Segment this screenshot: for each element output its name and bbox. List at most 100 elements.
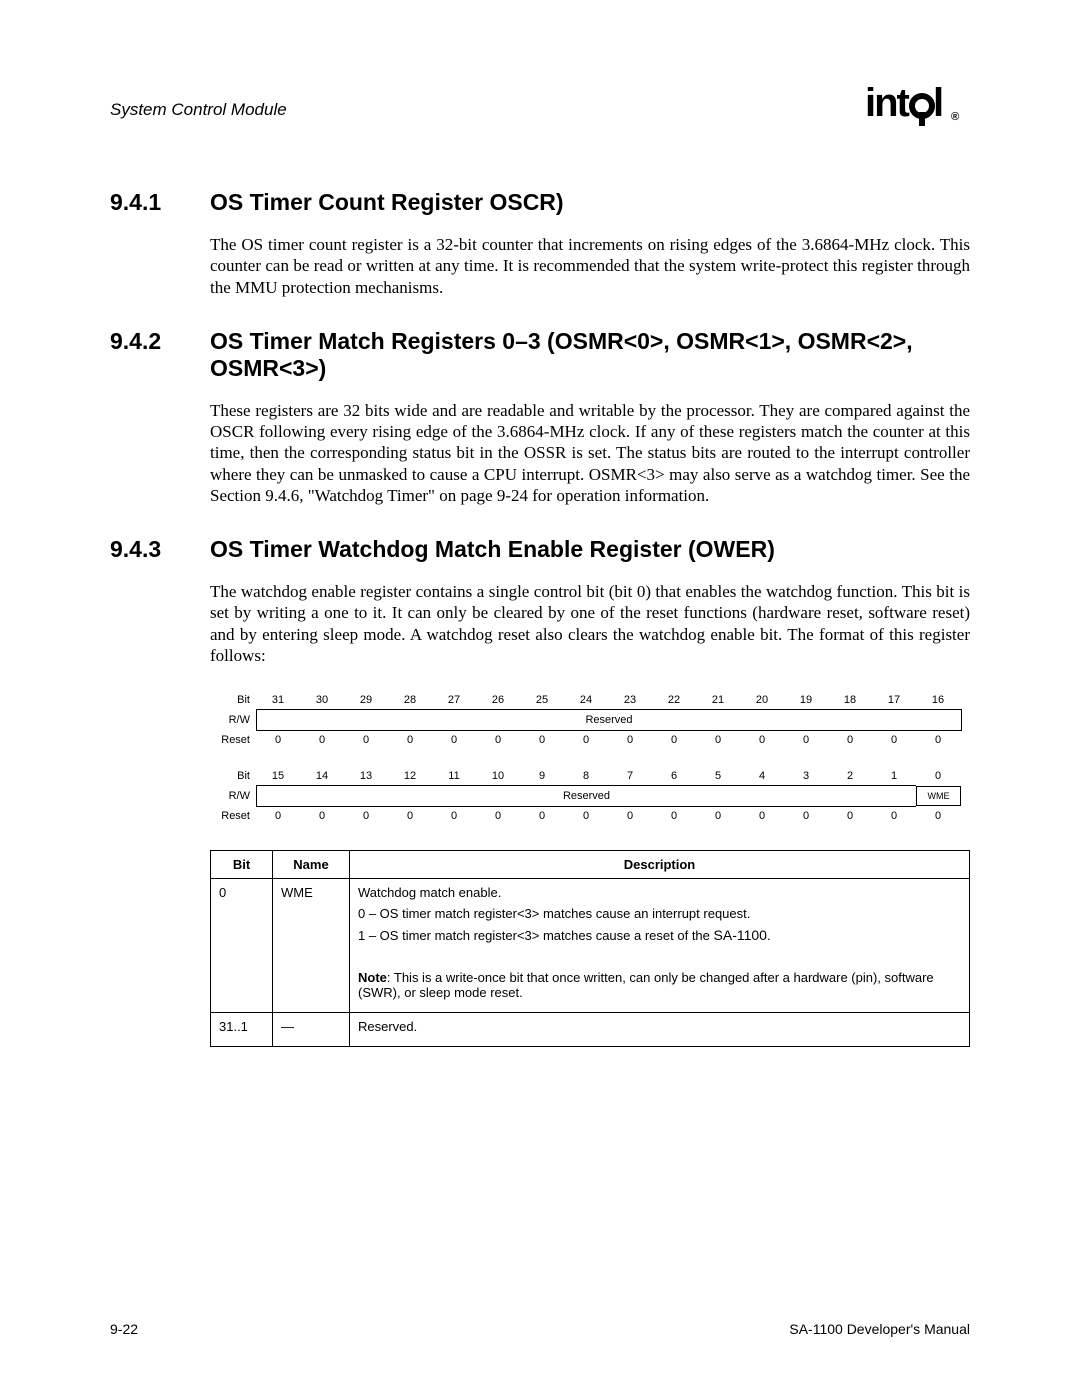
cell-description: Reserved. bbox=[350, 1013, 970, 1047]
bit-cell: 0 bbox=[256, 731, 300, 749]
page: System Control Module int l ® 9.4.1 OS T… bbox=[0, 0, 1080, 1397]
svg-text:®: ® bbox=[951, 111, 959, 123]
row-label-reset: Reset bbox=[210, 810, 256, 822]
bit-cell: 12 bbox=[388, 767, 432, 785]
bit-cell: 10 bbox=[476, 767, 520, 785]
reset-values-high: 0000000000000000 bbox=[256, 731, 960, 749]
bit-cell: 0 bbox=[388, 731, 432, 749]
bit-cell: 30 bbox=[300, 691, 344, 709]
bit-cell: 15 bbox=[256, 767, 300, 785]
page-footer: 9-22 SA-1100 Developer's Manual bbox=[110, 1321, 970, 1337]
cell-name: WME bbox=[273, 879, 350, 1013]
bit-number-row-low: Bit 1514131211109876543210 bbox=[210, 767, 970, 785]
section-number: 9.4.1 bbox=[110, 189, 210, 216]
cell-name: — bbox=[273, 1013, 350, 1047]
reset-values-low: 0000000000000000 bbox=[256, 807, 960, 825]
bit-cell: 0 bbox=[476, 807, 520, 825]
bit-cell: 0 bbox=[564, 807, 608, 825]
bit-cell: 0 bbox=[608, 731, 652, 749]
desc-line: Watchdog match enable. bbox=[358, 885, 961, 900]
bit-cell: 0 bbox=[696, 731, 740, 749]
bit-cell: 0 bbox=[916, 731, 960, 749]
table-row: 0WME Watchdog match enable. 0 – OS timer m… bbox=[211, 879, 970, 1013]
bit-cell: 21 bbox=[696, 691, 740, 709]
bit-cell: 27 bbox=[432, 691, 476, 709]
header-module-name: System Control Module bbox=[110, 100, 287, 120]
bit-cell: 0 bbox=[476, 731, 520, 749]
bit-cell: 16 bbox=[916, 691, 960, 709]
bit-cell: 0 bbox=[256, 807, 300, 825]
bit-cell: 0 bbox=[828, 731, 872, 749]
footer-manual-title: SA-1100 Developer's Manual bbox=[789, 1321, 970, 1337]
section-title: OS Timer Count Register OSCR) bbox=[210, 189, 564, 216]
bit-cell: 0 bbox=[432, 731, 476, 749]
desc-line: Reserved. bbox=[358, 1019, 961, 1034]
rw-row-low: R/W Reserved WME bbox=[210, 785, 970, 807]
bit-cell: 29 bbox=[344, 691, 388, 709]
bit-number-row-high: Bit 31302928272625242322212019181716 bbox=[210, 691, 970, 709]
desc-line: 1 – OS timer match register<3> matches c… bbox=[358, 927, 961, 943]
register-diagram: Bit 31302928272625242322212019181716 R/W… bbox=[210, 691, 970, 825]
footer-page-number: 9-22 bbox=[110, 1321, 138, 1337]
section-title: OS Timer Match Registers 0–3 (OSMR<0>, O… bbox=[210, 328, 970, 382]
bit-cell: 24 bbox=[564, 691, 608, 709]
desc-line bbox=[358, 949, 961, 964]
section-heading-row: 9.4.1 OS Timer Count Register OSCR) bbox=[110, 189, 970, 216]
row-label-rw: R/W bbox=[210, 790, 256, 802]
bit-numbers-low: 1514131211109876543210 bbox=[256, 767, 960, 785]
bit-cell: 0 bbox=[344, 807, 388, 825]
bit-cell: 28 bbox=[388, 691, 432, 709]
bit-cell: 0 bbox=[300, 807, 344, 825]
section-9-4-3: 9.4.3 OS Timer Watchdog Match Enable Reg… bbox=[110, 536, 970, 1047]
section-heading-row: 9.4.2 OS Timer Match Registers 0–3 (OSMR… bbox=[110, 328, 970, 382]
bit-cell: 0 bbox=[784, 731, 828, 749]
bit-cell: 18 bbox=[828, 691, 872, 709]
desc-line: 0 – OS timer match register<3> matches c… bbox=[358, 906, 961, 921]
bit-cell: 31 bbox=[256, 691, 300, 709]
bit-cell: 0 bbox=[828, 807, 872, 825]
section-number: 9.4.2 bbox=[110, 328, 210, 355]
rw-reserved-low: Reserved bbox=[256, 785, 916, 807]
bit-cell: 17 bbox=[872, 691, 916, 709]
bit-cell: 0 bbox=[520, 731, 564, 749]
cell-bit: 0 bbox=[211, 879, 273, 1013]
bit-cell: 14 bbox=[300, 767, 344, 785]
bit-cell: 8 bbox=[564, 767, 608, 785]
desc-line: Note: This is a write-once bit that once… bbox=[358, 970, 961, 1000]
bit-cell: 6 bbox=[652, 767, 696, 785]
section-9-4-2: 9.4.2 OS Timer Match Registers 0–3 (OSMR… bbox=[110, 328, 970, 506]
bit-cell: 0 bbox=[740, 807, 784, 825]
bit-cell: 3 bbox=[784, 767, 828, 785]
bit-cell: 26 bbox=[476, 691, 520, 709]
bit-cell: 0 bbox=[300, 731, 344, 749]
section-number: 9.4.3 bbox=[110, 536, 210, 563]
bit-cell: 9 bbox=[520, 767, 564, 785]
bit-cell: 0 bbox=[388, 807, 432, 825]
intel-logo-svg: int l ® bbox=[865, 80, 970, 128]
bit-description-table: Bit Name Description 0WMEWatchdog match … bbox=[210, 850, 970, 1047]
svg-text:int: int bbox=[865, 81, 910, 125]
bit-cell: 2 bbox=[828, 767, 872, 785]
bit-cell: 4 bbox=[740, 767, 784, 785]
bit-cell: 0 bbox=[784, 807, 828, 825]
bit-cell: 20 bbox=[740, 691, 784, 709]
bit-cell: 0 bbox=[872, 807, 916, 825]
bit-cell: 0 bbox=[872, 731, 916, 749]
rw-wme-cell: WME bbox=[916, 786, 961, 806]
bit-cell: 7 bbox=[608, 767, 652, 785]
bit-cell: 0 bbox=[432, 807, 476, 825]
section-body: The watchdog enable register contains a … bbox=[210, 581, 970, 666]
bit-cell: 0 bbox=[564, 731, 608, 749]
col-header-bit: Bit bbox=[211, 851, 273, 879]
bit-cell: 25 bbox=[520, 691, 564, 709]
section-title: OS Timer Watchdog Match Enable Register … bbox=[210, 536, 775, 563]
bit-cell: 0 bbox=[344, 731, 388, 749]
page-header: System Control Module int l ® bbox=[110, 80, 970, 139]
bit-cell: 0 bbox=[740, 731, 784, 749]
rw-reserved-high: Reserved bbox=[256, 709, 962, 731]
bit-cell: 5 bbox=[696, 767, 740, 785]
reset-row-low: Reset 0000000000000000 bbox=[210, 807, 970, 825]
bit-cell: 13 bbox=[344, 767, 388, 785]
bit-cell: 0 bbox=[916, 767, 960, 785]
row-label-rw: R/W bbox=[210, 714, 256, 726]
